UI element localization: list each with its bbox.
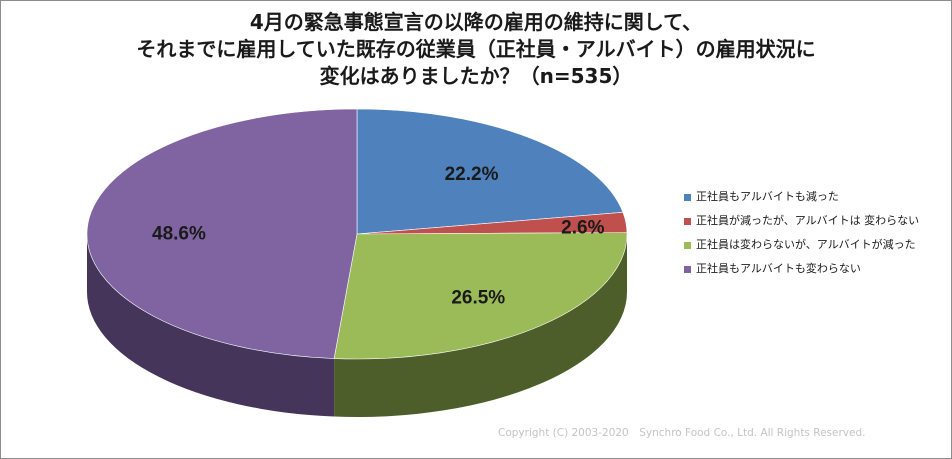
data-label-3: 26.5% [451, 287, 505, 308]
copyright-text: Copyright (C) 2003-2020 Synchro Food Co.… [498, 427, 866, 439]
legend-swatch [684, 217, 691, 225]
legend-label: 正社員が減ったが、アルバイトは 変わらない [696, 214, 920, 227]
legend-label: 正社員もアルバイトも減った [696, 190, 839, 203]
pie-side-3 [334, 234, 627, 418]
title-line-2: それまでに雇用していた既存の従業員（正社員・アルバイト）の雇用状況に [136, 37, 816, 61]
legend-label: 正社員は変わらないが、アルバイトが減った [696, 238, 916, 251]
legend-swatch [684, 265, 691, 273]
legend-swatch [684, 241, 691, 249]
pie-slice-4 [86, 108, 358, 359]
legend-item-4: 正社員もアルバイトも変わらない [684, 257, 919, 281]
title-line-3: 変化はありましたか？（n=535） [319, 64, 633, 88]
pie-slice-1 [356, 108, 624, 235]
legend-item-1: 正社員もアルバイトも減った [684, 185, 919, 209]
legend-item-3: 正社員は変わらないが、アルバイトが減った [684, 233, 919, 257]
pie-side-4 [87, 234, 335, 417]
legend-swatch [684, 193, 691, 201]
legend-item-2: 正社員が減ったが、アルバイトは 変わらない [684, 209, 919, 233]
data-label-2: 2.6% [561, 217, 604, 238]
data-label-1: 22.2% [445, 164, 499, 185]
data-label-4: 48.6% [152, 224, 206, 245]
pie-slice-3 [333, 232, 628, 360]
legend: 正社員もアルバイトも減った正社員が減ったが、アルバイトは 変わらない 正社員は変わ… [684, 185, 919, 281]
legend-label: 正社員もアルバイトも変わらない [696, 262, 861, 275]
chart-title: 4月の緊急事態宣言の以降の雇用の維持に関して、 それまでに雇用していた既存の従業… [1, 9, 951, 90]
title-line-1: 4月の緊急事態宣言の以降の雇用の維持に関して、 [249, 10, 703, 34]
